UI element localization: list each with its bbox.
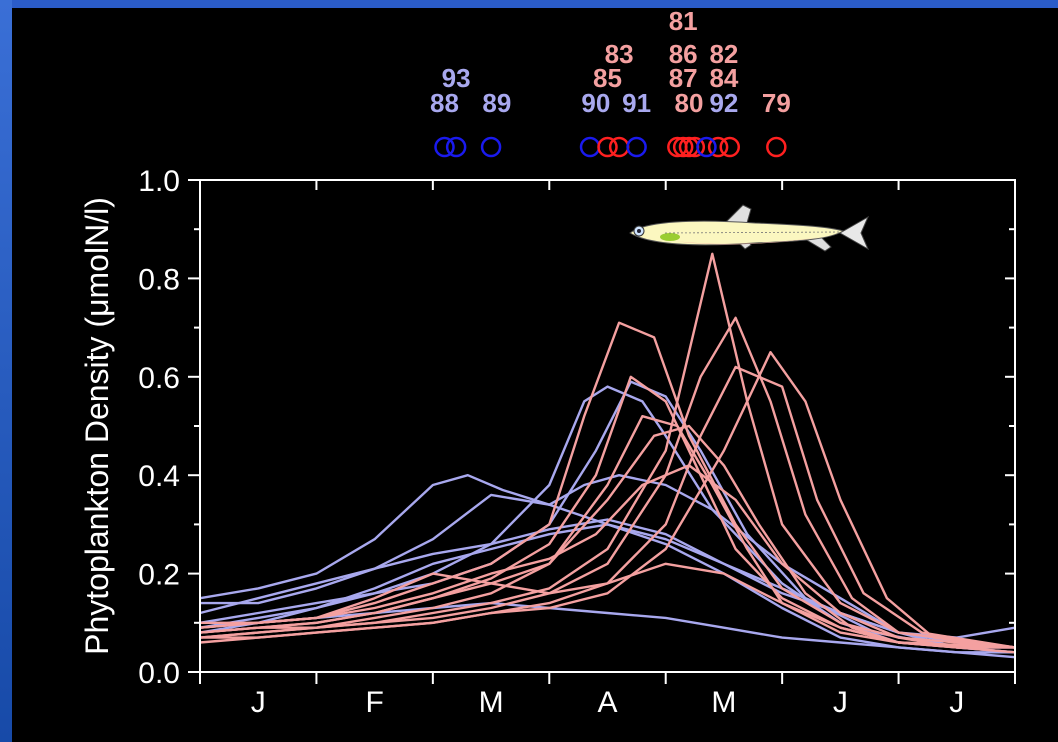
y-tick-label: 0.2 xyxy=(138,559,180,592)
series-line-16 xyxy=(199,562,1015,649)
year-label-86: 86 xyxy=(669,39,698,69)
year-label-82: 82 xyxy=(709,39,738,69)
series-line-12 xyxy=(199,316,1016,649)
y-axis-label: Phytoplankton Density (μmolN/l) xyxy=(79,197,115,655)
year-marker-80 xyxy=(684,136,706,158)
year-label-90: 90 xyxy=(581,88,610,118)
year-marker-90 xyxy=(579,136,601,158)
year-marker-89 xyxy=(480,136,502,158)
year-label-93: 93 xyxy=(442,63,471,93)
series-line-10 xyxy=(199,415,1016,654)
series-line-2 xyxy=(200,474,1015,649)
year-label-83: 83 xyxy=(605,39,634,69)
year-label-88: 88 xyxy=(430,88,459,118)
year-marker-92 xyxy=(696,136,717,158)
year-label-91: 91 xyxy=(622,88,651,118)
y-tick-label: 0.4 xyxy=(138,460,180,493)
series-line-6 xyxy=(199,523,1015,654)
axes: 0.0 0.2 0.4 0.6 0.8 1.0 J F M A M J J Phytoplankton D… xyxy=(79,165,1016,719)
x-tick-label: M xyxy=(711,686,736,719)
year-label-92: 92 xyxy=(709,88,738,118)
x-tick-label: M xyxy=(479,686,504,719)
y-tick-label: 0.0 xyxy=(138,657,180,690)
year-label-80: 80 xyxy=(675,88,704,118)
year-label-81: 81 xyxy=(669,6,698,36)
y-tick-label: 0.6 xyxy=(138,362,180,395)
year-marker-82 xyxy=(707,136,729,158)
series-line-17 xyxy=(200,464,1015,649)
blue-top-band xyxy=(0,0,1058,8)
x-tick-label: A xyxy=(597,686,617,719)
y-tick-label: 1.0 xyxy=(138,165,180,198)
year-marker-88 xyxy=(434,136,455,158)
year-label-79: 79 xyxy=(762,88,791,118)
year-label-89: 89 xyxy=(482,88,511,118)
series-line-14 xyxy=(200,351,1016,649)
year-label-84: 84 xyxy=(709,63,738,93)
series-line-8 xyxy=(199,321,1016,649)
series-line-11 xyxy=(199,252,1016,649)
series-line-5 xyxy=(199,518,1016,649)
series-lines xyxy=(199,252,1016,659)
x-tick-label: J xyxy=(949,686,964,719)
year-marker-84 xyxy=(719,136,740,158)
x-tick-label: J xyxy=(833,686,848,719)
year-markers xyxy=(434,136,787,158)
x-tick-label: J xyxy=(251,686,266,719)
year-marker-79 xyxy=(766,136,787,158)
year-marker-86 xyxy=(672,136,694,158)
year-marker-83 xyxy=(608,136,630,158)
y-tick-label: 0.8 xyxy=(138,263,180,296)
year-marker-91 xyxy=(626,136,647,158)
year-marker-85 xyxy=(597,136,618,158)
series-line-15 xyxy=(199,424,1016,649)
blue-left-band xyxy=(0,0,12,742)
series-line-4 xyxy=(199,380,1016,654)
year-marker-93 xyxy=(445,136,467,158)
year-label-85: 85 xyxy=(593,63,622,93)
capelin-fish-icon xyxy=(629,204,870,252)
x-tick-label: F xyxy=(365,686,383,719)
year-labels: 81 83 86 82 93 85 87 84 88 89 90 91 80 92 79 xyxy=(430,6,791,118)
series-line-7 xyxy=(199,601,1016,659)
year-label-87: 87 xyxy=(669,63,698,93)
